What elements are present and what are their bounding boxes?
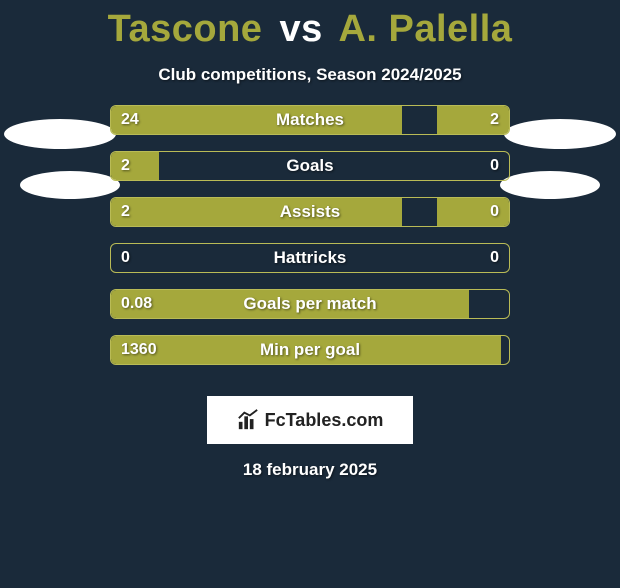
stat-row: Hattricks0 0 <box>110 243 510 273</box>
stat-value-left: 2 <box>121 152 130 180</box>
stat-value-left: 1360 <box>121 336 157 364</box>
subtitle: Club competitions, Season 2024/2025 <box>0 65 620 85</box>
stat-row: Matches24 2 <box>110 105 510 135</box>
stat-label: Hattricks <box>111 244 509 272</box>
stat-value-left: 2 <box>121 198 130 226</box>
stat-value-right: 2 <box>490 106 499 134</box>
player2-photo-placeholder-icon <box>504 119 616 149</box>
stat-value-left: 0.08 <box>121 290 152 318</box>
stat-value-right: 0 <box>490 198 499 226</box>
stat-row: Goals2 0 <box>110 151 510 181</box>
fctables-icon <box>237 409 259 431</box>
date-text: 18 february 2025 <box>0 460 620 480</box>
stat-row: Assists2 0 <box>110 197 510 227</box>
player2-club-placeholder-icon <box>500 171 600 199</box>
comparison-title: Tascone vs A. Palella <box>0 8 620 51</box>
stat-label: Assists <box>111 198 509 226</box>
stat-row: Goals per match0.08 <box>110 289 510 319</box>
player1-name: Tascone <box>108 8 263 50</box>
player1-photo-placeholder-icon <box>4 119 116 149</box>
player2-name: A. Palella <box>338 8 512 50</box>
stat-bars: Matches242Goals20Assists20Hattricks00Goa… <box>110 105 510 381</box>
stat-value-left: 0 <box>121 244 130 272</box>
logo-box: FcTables.com <box>207 396 413 444</box>
stat-value-left: 24 <box>121 106 139 134</box>
stat-value-right: 0 <box>490 152 499 180</box>
stat-label: Goals <box>111 152 509 180</box>
stat-row: Min per goal1360 <box>110 335 510 365</box>
stat-label: Min per goal <box>111 336 509 364</box>
logo-text: FcTables.com <box>265 410 384 431</box>
stat-value-right: 0 <box>490 244 499 272</box>
stat-label: Matches <box>111 106 509 134</box>
player1-club-placeholder-icon <box>20 171 120 199</box>
vs-text: vs <box>280 8 323 50</box>
stat-label: Goals per match <box>111 290 509 318</box>
